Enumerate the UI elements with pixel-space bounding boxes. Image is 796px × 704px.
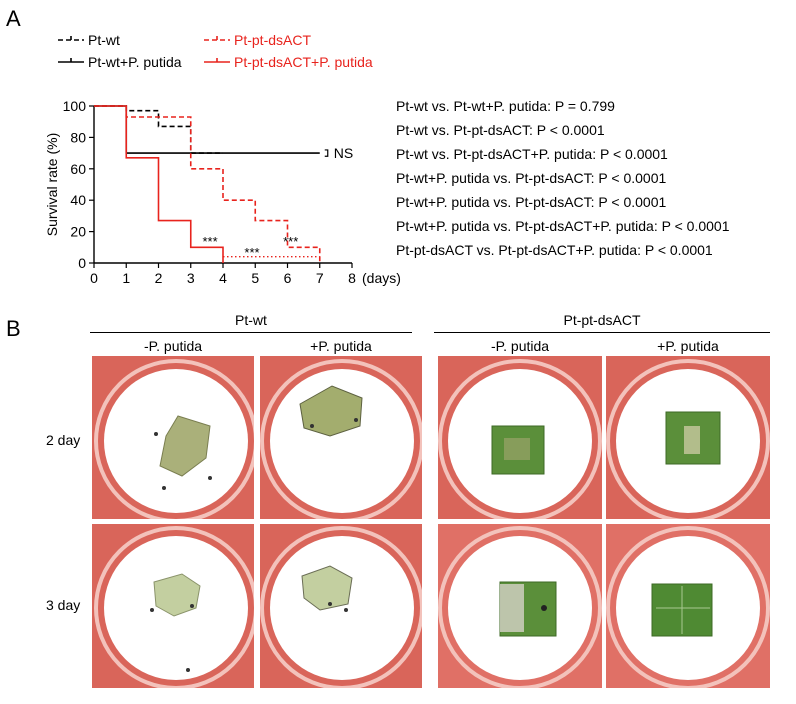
y-tick-label: 60 [70, 161, 86, 177]
y-tick-label: 20 [70, 224, 86, 240]
y-tick-label: 40 [70, 192, 86, 208]
comparison-5: Pt-wt+P. putida vs. Pt-pt-dsACT: P < 0.0… [396, 194, 667, 210]
x-tick-label: 5 [251, 270, 259, 286]
chart-annotations: NS *** *** *** [203, 145, 354, 260]
ns-bracket [324, 149, 329, 157]
x-tick-label: 3 [187, 270, 195, 286]
series-line-3 [94, 105, 321, 263]
significance-stars-3: *** [283, 234, 298, 249]
y-axis-label: Survival rate (%) [44, 133, 60, 236]
x-tick-label: 4 [219, 270, 227, 286]
series-line-1 [94, 105, 223, 154]
comparison-4: Pt-wt+P. putida vs. Pt-pt-dsACT: P < 0.0… [396, 170, 667, 186]
legend-swatches-left [58, 36, 84, 63]
group-header-dsact: Pt-pt-dsACT [563, 312, 641, 328]
col-header-3: -P. putida [490, 338, 550, 354]
x-tick-label: 7 [316, 270, 324, 286]
chart-series [94, 105, 321, 263]
ns-label: NS [334, 145, 353, 161]
series-line-4 [94, 105, 224, 263]
x-tick-label: 1 [122, 270, 130, 286]
photo-dsact-plus-day3 [606, 524, 770, 688]
x-tick-label: 6 [284, 270, 292, 286]
comparison-3: Pt-wt vs. Pt-pt-dsACT+P. putida: P < 0.0… [396, 146, 668, 162]
x-tick-label: 2 [155, 270, 163, 286]
col-header-1: -P. putida [143, 338, 203, 354]
comparison-6: Pt-wt+P. putida vs. Pt-pt-dsACT+P. putid… [396, 218, 730, 234]
row-header-2-day: 2 day [46, 432, 81, 448]
group-underline-dsact [434, 332, 770, 333]
significance-stars-2: *** [244, 245, 259, 260]
photo-wt-plus-day2 [260, 356, 422, 519]
panel-a-letter: A [6, 6, 21, 31]
y-tick-label: 0 [78, 255, 86, 271]
y-tick-label: 100 [63, 98, 87, 114]
group-header-pt-wt: Pt-wt [235, 312, 267, 328]
group-underline-pt-wt [90, 332, 412, 333]
significance-stars-1: *** [203, 234, 218, 249]
photo-dsact-minus-day2 [438, 356, 602, 519]
photo-wt-minus-day2 [92, 356, 254, 519]
photo-wt-minus-day3 [92, 524, 254, 688]
legend-label-pt-wt: Pt-wt [88, 32, 120, 48]
comparison-7: Pt-pt-dsACT vs. Pt-pt-dsACT+P. putida: P… [396, 242, 713, 258]
series-line-2 [94, 105, 320, 154]
row-header-3-day: 3 day [46, 597, 81, 613]
col-header-2: +P. putida [310, 338, 372, 354]
x-tick-label: 0 [90, 270, 98, 286]
comparison-2: Pt-wt vs. Pt-pt-dsACT: P < 0.0001 [396, 122, 605, 138]
photo-wt-plus-day3 [260, 524, 422, 688]
photo-dsact-plus-day2 [606, 356, 770, 519]
x-axis-label: (days) [362, 270, 401, 286]
legend-label-pt-wt-putida: Pt-wt+P. putida [88, 54, 182, 70]
legend-label-dsact-putida: Pt-pt-dsACT+P. putida [234, 54, 373, 70]
x-tick-label: 8 [348, 270, 356, 286]
panel-b-letter: B [6, 316, 21, 341]
y-tick-label: 80 [70, 129, 86, 145]
comparison-1: Pt-wt vs. Pt-wt+P. putida: P = 0.799 [396, 98, 615, 114]
col-header-4: +P. putida [657, 338, 719, 354]
legend-label-dsact: Pt-pt-dsACT [234, 32, 312, 48]
legend-swatches-right [204, 36, 230, 63]
photo-dsact-minus-day3 [438, 524, 602, 688]
